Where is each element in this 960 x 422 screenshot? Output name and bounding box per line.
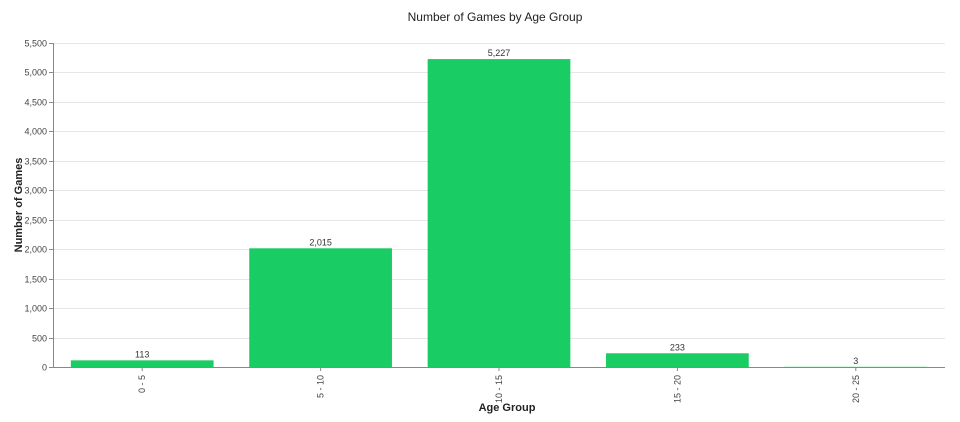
bar-value-label: 2,015 bbox=[309, 237, 332, 247]
bar bbox=[606, 353, 749, 367]
y-tick-label: 2,500 bbox=[24, 216, 47, 226]
x-axis-ticks: 0 - 5 5 - 10 10 - 15 15 - 20 20 - 25 bbox=[137, 367, 861, 403]
x-tick-label: 5 - 10 bbox=[316, 375, 326, 398]
y-tick-label: 4,500 bbox=[24, 98, 47, 108]
x-tick-label: 0 - 5 bbox=[137, 375, 147, 393]
y-tick-label: 1,000 bbox=[24, 304, 47, 314]
bar-value-label: 3 bbox=[853, 356, 858, 366]
x-tick-label: 10 - 15 bbox=[494, 375, 504, 403]
y-tick-label: 2,000 bbox=[24, 245, 47, 255]
y-axis-ticks: 0 500 1,000 1,500 2,000 2,500 3,000 3,500 4,000 4… bbox=[24, 39, 53, 373]
bar-value-label: 5,227 bbox=[488, 48, 511, 58]
bar bbox=[428, 59, 571, 367]
bar-value-label: 113 bbox=[135, 349, 149, 359]
bars bbox=[71, 59, 927, 367]
y-axis-label: Number of Games bbox=[13, 158, 25, 253]
y-tick-label: 5,500 bbox=[24, 39, 47, 49]
y-tick-label: 0 bbox=[42, 363, 47, 373]
y-tick-label: 4,000 bbox=[24, 127, 47, 137]
y-tick-label: 500 bbox=[32, 334, 47, 344]
bar-value-label: 233 bbox=[670, 342, 685, 352]
bar bbox=[249, 248, 392, 367]
y-tick-label: 3,500 bbox=[24, 157, 47, 167]
y-tick-label: 1,500 bbox=[24, 275, 47, 285]
y-tick-label: 5,000 bbox=[24, 68, 47, 78]
x-tick-label: 20 - 25 bbox=[851, 375, 861, 403]
y-tick-label: 3,000 bbox=[24, 186, 47, 196]
x-axis-label: Age Group bbox=[479, 402, 536, 414]
x-tick-label: 15 - 20 bbox=[672, 375, 682, 403]
bar bbox=[71, 360, 214, 367]
chart-title: Number of Games by Age Group bbox=[408, 10, 583, 24]
